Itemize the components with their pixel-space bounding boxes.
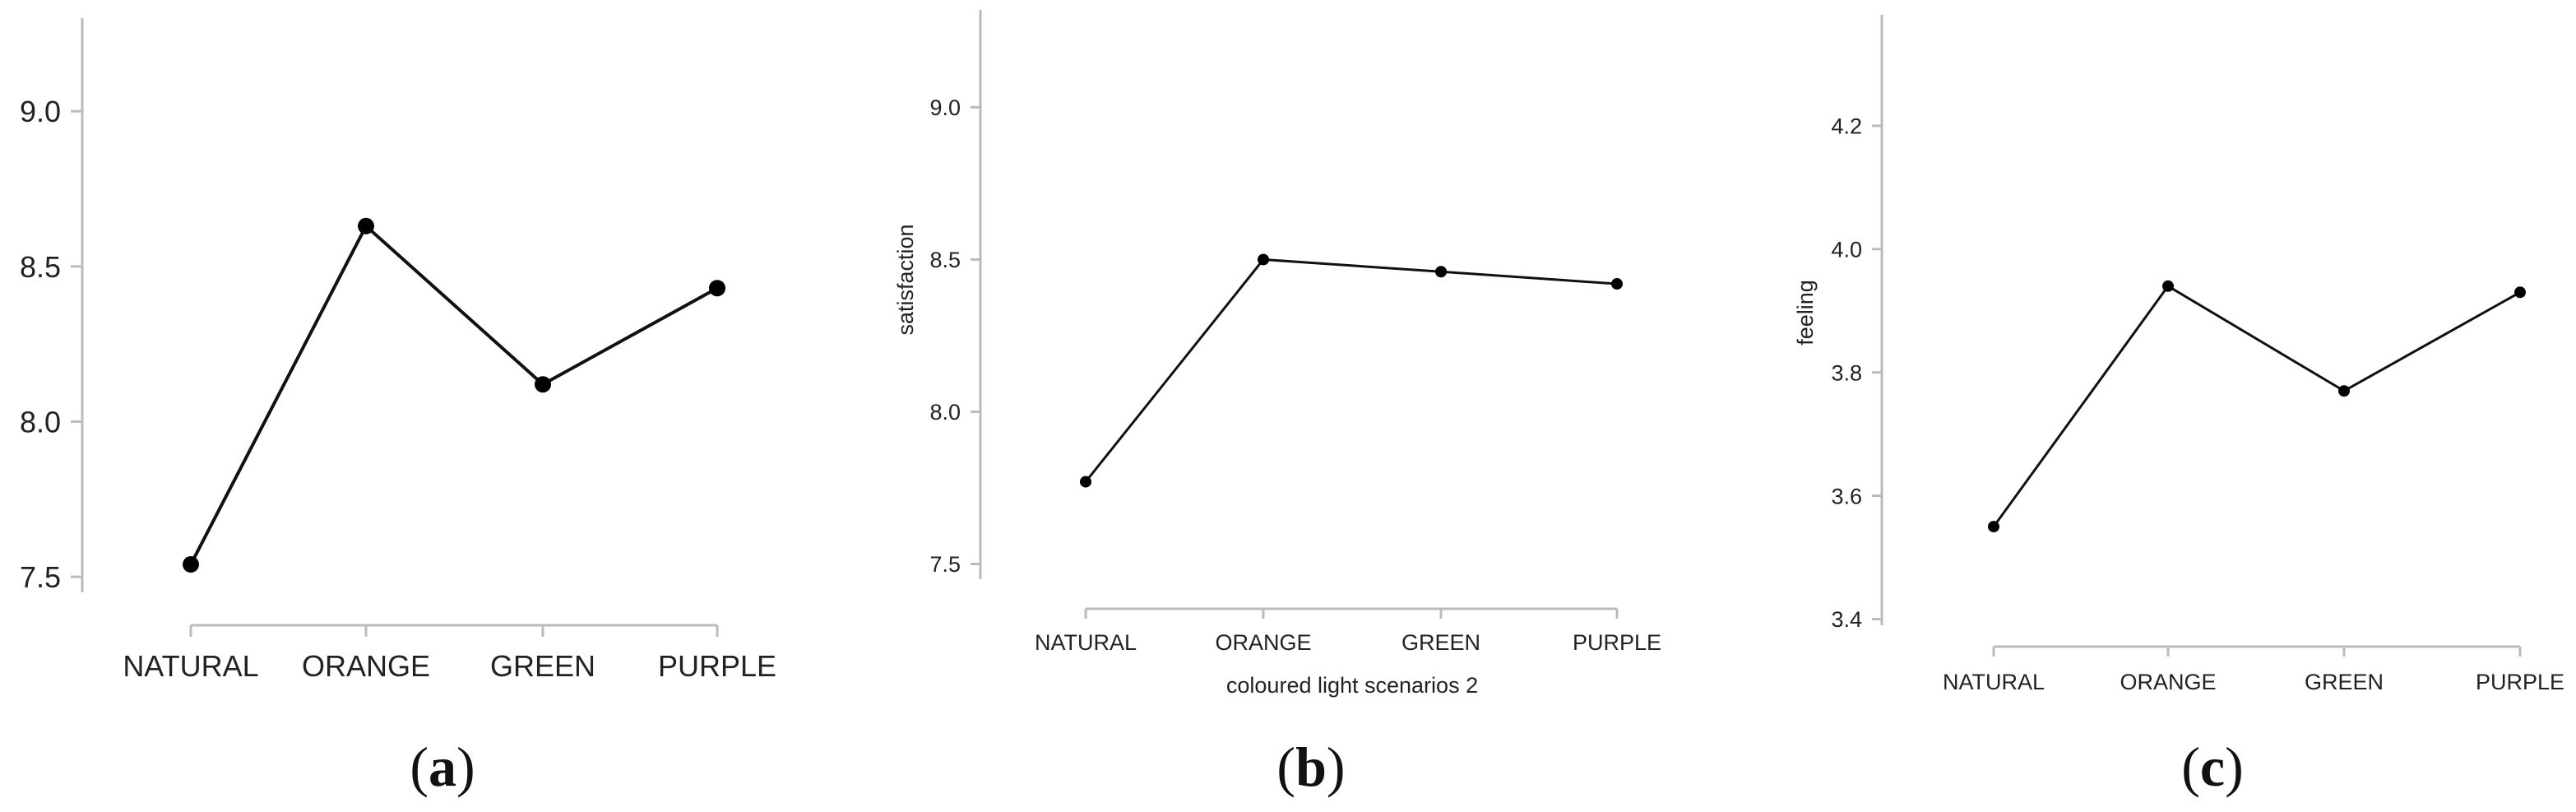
panel-c-caption: (c) xyxy=(2181,735,2244,798)
panel-b-caption: (b) xyxy=(1276,735,1345,798)
panel-c-ytick-label: 3.8 xyxy=(1831,360,1862,385)
panel-a-point-orange xyxy=(358,217,374,234)
panel-a-ytick-label: 8.0 xyxy=(20,405,61,438)
panel-b-xlabel: coloured light scenarios 2 xyxy=(1226,673,1478,698)
panel-c-ytick-label: 3.6 xyxy=(1831,484,1862,508)
panel-c-xtick-label-green: GREEN xyxy=(2305,670,2384,694)
panel-b-xtick-label-green: GREEN xyxy=(1402,630,1480,655)
panel-c-point-purple xyxy=(2514,286,2526,299)
panel-a-ytick-label: 8.5 xyxy=(20,250,61,284)
panel-b-xtick-label-purple: PURPLE xyxy=(1573,630,1661,655)
panel-a-series-line xyxy=(189,223,718,565)
panel-b-ylabel: satisfaction xyxy=(893,224,918,335)
panel-a-ytick-label: 9.0 xyxy=(20,95,61,128)
panel-b-point-purple xyxy=(1611,278,1623,290)
panel-b-xtick-label-orange: ORANGE xyxy=(1215,630,1311,655)
panel-c-point-orange xyxy=(2162,280,2174,292)
panel-c: 3.4 3.6 3.8 4.0 4.2 NATURAL ORANGE GREEN PURPLE… xyxy=(1793,15,2564,798)
panel-b-point-natural xyxy=(1080,476,1091,488)
panel-b-series-line xyxy=(1084,258,1618,483)
panel-c-ytick-label: 3.4 xyxy=(1831,607,1862,632)
panel-c-xtick-label-orange: ORANGE xyxy=(2120,670,2216,694)
panel-a: 7.5 8.0 8.5 9.0 NATURAL ORANGE GREEN PURPLE (a… xyxy=(20,18,776,798)
panel-c-point-green xyxy=(2338,385,2350,397)
panel-a-xtick-label-natural: NATURAL xyxy=(123,649,258,683)
panel-a-ytick-label: 7.5 xyxy=(20,560,61,594)
panel-b-ytick-label: 8.0 xyxy=(929,400,961,425)
panel-c-xtick-label-purple: PURPLE xyxy=(2476,670,2564,694)
panel-c-point-natural xyxy=(1988,521,1999,533)
panel-c-ytick-label: 4.2 xyxy=(1831,114,1862,139)
panel-c-series-line xyxy=(1992,284,2521,527)
panel-b-point-orange xyxy=(1258,253,1269,266)
panel-a-xtick-label-orange: ORANGE xyxy=(302,649,430,683)
panel-c-ytick-label: 4.0 xyxy=(1831,238,1862,262)
panel-a-point-natural xyxy=(183,556,199,573)
panel-b-ytick-label: 7.5 xyxy=(929,552,961,577)
panel-a-xtick-label-purple: PURPLE xyxy=(658,649,776,683)
panel-a-point-purple xyxy=(709,280,725,297)
panel-c-xtick-label-natural: NATURAL xyxy=(1943,670,2045,694)
panel-a-caption: (a) xyxy=(410,735,475,798)
panel-b: 7.5 8.0 8.5 9.0 NATURAL ORANGE GREEN PURPLE sa… xyxy=(893,10,1661,798)
panel-a-point-green xyxy=(535,376,551,393)
panel-c-ylabel: feeling xyxy=(1793,280,1818,346)
panel-a-xtick-label-green: GREEN xyxy=(490,649,595,683)
panel-b-point-green xyxy=(1435,266,1447,278)
panel-b-xtick-label-natural: NATURAL xyxy=(1035,630,1137,655)
panel-b-ytick-label: 8.5 xyxy=(929,248,961,272)
panel-b-ytick-label: 9.0 xyxy=(929,95,961,120)
